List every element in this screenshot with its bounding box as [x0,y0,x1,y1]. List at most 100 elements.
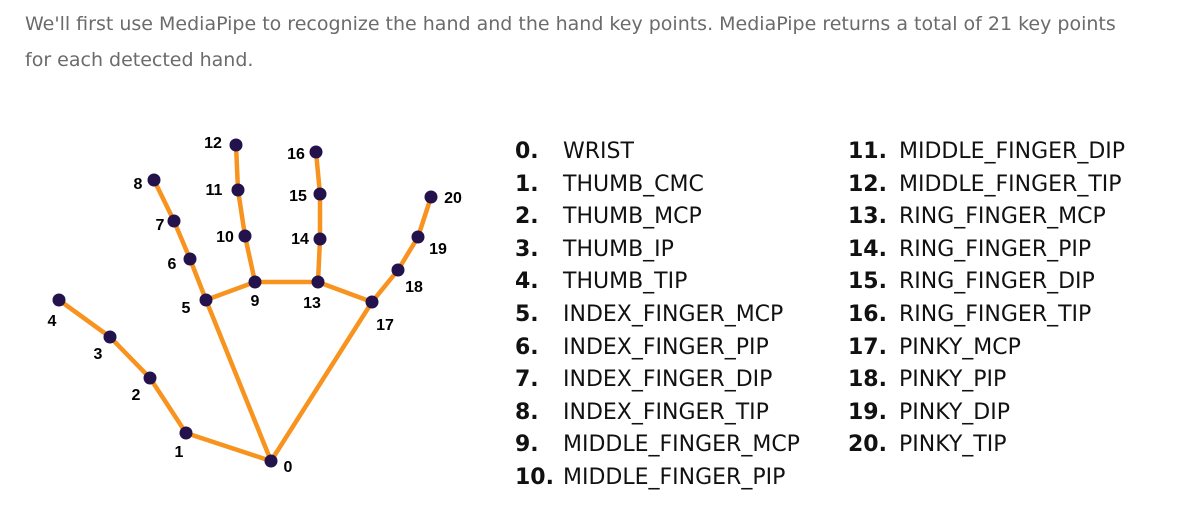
legend-label: THUMB_IP [563,236,674,262]
legend-number: 8. [515,399,539,425]
bone-9-10 [242,233,258,285]
legend-number: 18. [848,367,887,393]
legend-number: 5. [515,302,539,327]
keypoint-15-number: 15 [289,188,307,205]
legend-label: WRIST [563,139,634,164]
legend-item-19: 19. PINKY_DIP [848,397,1010,429]
keypoint-4-number: 4 [48,313,57,330]
bone-0-5 [203,297,274,464]
keypoint-14-marker [313,232,327,246]
keypoint-13-number: 13 [303,295,321,312]
legend-number: 4. [515,269,539,295]
legend-number: 14. [848,236,887,262]
bone-13-14 [315,236,323,285]
legend-number: 19. [848,399,887,425]
keypoint-7-number: 7 [156,217,165,234]
bone-5-9 [203,279,258,303]
keypoint-5-number: 5 [182,300,191,317]
keypoint-8-marker [147,173,161,187]
legend-number: 13. [848,204,887,230]
legend-label: INDEX_FINGER_DIP [563,367,773,393]
legend-item-6: 6. INDEX_FINGER_PIP [515,332,769,364]
keypoint-5-marker [199,293,213,307]
keypoint-11-number: 11 [206,182,223,199]
legend-label: PINKY_TIP [899,432,1007,458]
keypoint-3-marker [103,330,117,344]
legend-label: RING_FINGER_TIP [899,302,1092,327]
bone-1-2 [147,375,189,436]
keypoint-17-marker [365,295,379,309]
bone-0-17 [268,299,375,464]
legend-number: 15. [848,269,887,295]
keypoint-0-marker [264,454,278,468]
keypoint-9-marker [248,275,262,289]
legend-item-3: 3. THUMB_IP [515,234,674,266]
legend-label: RING_FINGER_MCP [899,204,1106,230]
keypoint-1-marker [179,426,193,440]
legend-item-14: 14. RING_FINGER_PIP [848,234,1091,266]
legend-item-10: 10. MIDDLE_FINGER_PIP [515,462,785,494]
bone-11-12 [233,142,241,193]
keypoint-19-marker [411,230,425,244]
legend-label: PINKY_DIP [899,399,1010,425]
legend-number: 11. [848,139,887,164]
keypoint-14-number: 14 [291,231,309,248]
bone-2-3 [107,334,153,381]
legend-item-1: 1. THUMB_CMC [515,169,704,201]
bone-7-8 [151,177,177,224]
legend-label: PINKY_PIP [899,367,1007,393]
keypoint-10-marker [238,229,252,243]
legend-number: 1. [515,171,539,197]
legend-number: 20. [848,432,887,458]
bone-13-17 [315,279,375,305]
keypoint-7-marker [167,214,181,228]
legend-label: INDEX_FINGER_PIP [563,334,769,360]
legend-item-20: 20. PINKY_TIP [848,429,1007,461]
keypoint-3-number: 3 [94,346,103,363]
keypoint-16-marker [309,145,323,159]
keypoint-15-marker [313,187,327,201]
legend-label: PINKY_MCP [899,334,1021,360]
legend-number: 3. [515,236,539,262]
keypoint-18-marker [391,263,405,277]
keypoint-6-marker [183,252,197,266]
keypoint-4-marker [52,293,66,307]
keypoint-1-number: 1 [175,444,184,461]
keypoint-17-number: 17 [376,317,394,334]
legend-label: MIDDLE_FINGER_PIP [563,465,786,490]
legend-item-9: 9. MIDDLE_FINGER_MCP [515,429,800,461]
bone-17-18 [369,267,401,305]
legend-number: 9. [515,432,539,458]
legend-item-13: 13. RING_FINGER_MCP [848,201,1106,233]
keypoint-13-marker [311,275,325,289]
legend-number: 6. [515,334,539,360]
legend-label: MIDDLE_FINGER_MCP [563,432,800,458]
bone-5-6 [187,256,209,303]
legend-item-8: 8. INDEX_FINGER_TIP [515,397,769,429]
bone-10-11 [235,187,248,239]
keypoint-19-number: 19 [429,241,447,258]
legend-label: INDEX_FINGER_TIP [563,399,769,425]
legend-label: MIDDLE_FINGER_DIP [899,139,1126,164]
keypoint-2-marker [143,371,157,385]
keypoint-20-number: 20 [444,190,462,207]
keypoint-12-number: 12 [204,135,222,152]
keypoint-6-number: 6 [168,256,177,273]
legend-number: 0. [515,139,539,164]
legend-item-0: 0. WRIST [515,136,634,168]
bone-0-1 [183,430,274,464]
legend-item-18: 18. PINKY_PIP [848,364,1006,396]
bone-3-4 [56,297,113,340]
legend-label: THUMB_MCP [563,204,702,230]
bone-6-7 [171,218,193,262]
keypoint-10-number: 10 [216,229,234,246]
legend-label: THUMB_TIP [563,269,688,295]
legend-item-7: 7. INDEX_FINGER_DIP [515,364,772,396]
bone-15-16 [313,149,323,197]
keypoint-8-number: 8 [134,176,143,193]
bone-19-20 [415,194,434,240]
legend-number: 2. [515,204,539,230]
keypoint-20-marker [424,190,438,204]
legend-label: INDEX_FINGER_MCP [563,302,784,327]
legend-label: THUMB_CMC [563,171,704,197]
